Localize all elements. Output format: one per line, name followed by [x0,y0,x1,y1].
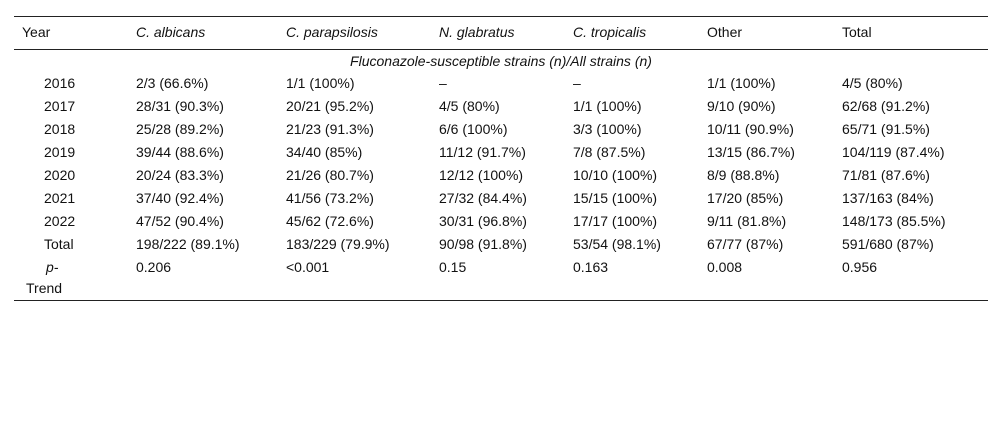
cell-c-tropicalis: – [573,75,581,91]
cell-c-albicans: 2/3 (66.6%) [136,75,209,91]
cell-c-parapsilosis: 21/26 (80.7%) [286,167,374,183]
cell-year: Total [44,236,74,252]
cell-year: 2017 [44,98,76,114]
cell-n-glabratus: 12/12 (100%) [439,167,524,183]
cell-other: 9/10 (90%) [707,98,776,114]
p-label: p- [46,259,59,275]
cell-c-parapsilosis: 45/62 (72.6%) [286,213,374,229]
cell-total: 104/119 (87.4%) [842,144,945,160]
cell-n-glabratus: 4/5 (80%) [439,98,500,114]
cell-n-glabratus: 11/12 (91.7%) [439,144,526,160]
cell-c-albicans: 37/40 (92.4%) [136,190,224,206]
cell-total: 137/163 (84%) [842,190,934,206]
table-subtitle: Fluconazole-susceptible strains (n)/All … [350,53,652,69]
header-c-albicans: C. albicans [136,24,206,40]
cell-other: 13/15 (86.7%) [707,144,795,160]
cell-p-trend-label: p- Trend [14,256,128,301]
cell-c-parapsilosis: 21/23 (91.3%) [286,121,374,137]
cell-c-tropicalis: 53/54 (98.1%) [573,236,661,252]
table-row-total: Total 198/222 (89.1%) 183/229 (79.9%) 90… [14,233,988,256]
cell-year: 2020 [44,167,76,183]
cell-other: 67/77 (87%) [707,236,784,252]
cell-other: 0.008 [707,259,743,275]
table-row: 2019 39/44 (88.6%) 34/40 (85%) 11/12 (91… [14,141,988,164]
cell-c-albicans: 20/24 (83.3%) [136,167,224,183]
cell-total: 4/5 (80%) [842,75,903,91]
table-row: 2016 2/3 (66.6%) 1/1 (100%) – – 1/1 (100… [14,72,988,95]
cell-c-tropicalis: 10/10 (100%) [573,167,658,183]
cell-n-glabratus: 0.15 [439,259,467,275]
cell-n-glabratus: 30/31 (96.8%) [439,213,527,229]
table-row: 2018 25/28 (89.2%) 21/23 (91.3%) 6/6 (10… [14,118,988,141]
cell-other: 1/1 (100%) [707,75,776,91]
cell-total: 62/68 (91.2%) [842,98,930,114]
cell-other: 8/9 (88.8%) [707,167,780,183]
cell-total: 148/173 (85.5%) [842,213,946,229]
cell-c-tropicalis: 0.163 [573,259,609,275]
header-row: Year C. albicans C. parapsilosis N. glab… [14,16,988,50]
cell-n-glabratus: 90/98 (91.8%) [439,236,527,252]
cell-other: 9/11 (81.8%) [707,213,787,229]
cell-c-tropicalis: 17/17 (100%) [573,213,658,229]
cell-c-parapsilosis: 34/40 (85%) [286,144,363,160]
cell-c-albicans: 39/44 (88.6%) [136,144,224,160]
cell-total: 591/680 (87%) [842,236,934,252]
trend-label: Trend [26,280,63,296]
table-container: Year C. albicans C. parapsilosis N. glab… [14,16,988,301]
cell-c-albicans: 0.206 [136,259,172,275]
fluconazole-susceptibility-table: Year C. albicans C. parapsilosis N. glab… [14,16,988,301]
cell-c-tropicalis: 7/8 (87.5%) [573,144,646,160]
cell-total: 0.956 [842,259,878,275]
cell-year: 2019 [44,144,76,160]
header-c-parapsilosis: C. parapsilosis [286,24,378,40]
cell-c-albicans: 198/222 (89.1%) [136,236,240,252]
cell-c-tropicalis: 1/1 (100%) [573,98,642,114]
header-other: Other [707,24,743,40]
cell-c-albicans: 47/52 (90.4%) [136,213,224,229]
cell-year: 2018 [44,121,76,137]
cell-year: 2021 [44,190,76,206]
cell-other: 10/11 (90.9%) [707,121,794,137]
table-row: 2017 28/31 (90.3%) 20/21 (95.2%) 4/5 (80… [14,95,988,118]
cell-c-parapsilosis: <0.001 [286,259,330,275]
cell-c-albicans: 28/31 (90.3%) [136,98,224,114]
cell-year: 2016 [44,75,76,91]
cell-c-tropicalis: 15/15 (100%) [573,190,658,206]
cell-c-parapsilosis: 20/21 (95.2%) [286,98,374,114]
header-c-tropicalis: C. tropicalis [573,24,647,40]
table-row: 2020 20/24 (83.3%) 21/26 (80.7%) 12/12 (… [14,164,988,187]
header-total: Total [842,24,872,40]
cell-year: 2022 [44,213,76,229]
cell-c-tropicalis: 3/3 (100%) [573,121,642,137]
cell-n-glabratus: – [439,75,447,91]
cell-other: 17/20 (85%) [707,190,784,206]
header-year: Year [22,24,51,40]
table-row: 2021 37/40 (92.4%) 41/56 (73.2%) 27/32 (… [14,187,988,210]
cell-c-albicans: 25/28 (89.2%) [136,121,224,137]
subtitle-row: Fluconazole-susceptible strains (n)/All … [14,50,988,73]
cell-c-parapsilosis: 183/229 (79.9%) [286,236,390,252]
cell-total: 71/81 (87.6%) [842,167,930,183]
header-n-glabratus: N. glabratus [439,24,515,40]
cell-c-parapsilosis: 41/56 (73.2%) [286,190,374,206]
table-row: 2022 47/52 (90.4%) 45/62 (72.6%) 30/31 (… [14,210,988,233]
cell-c-parapsilosis: 1/1 (100%) [286,75,355,91]
cell-n-glabratus: 27/32 (84.4%) [439,190,527,206]
cell-n-glabratus: 6/6 (100%) [439,121,508,137]
table-row-p-trend: p- Trend 0.206 <0.001 0.15 0.163 0.008 0… [14,256,988,301]
cell-total: 65/71 (91.5%) [842,121,930,137]
